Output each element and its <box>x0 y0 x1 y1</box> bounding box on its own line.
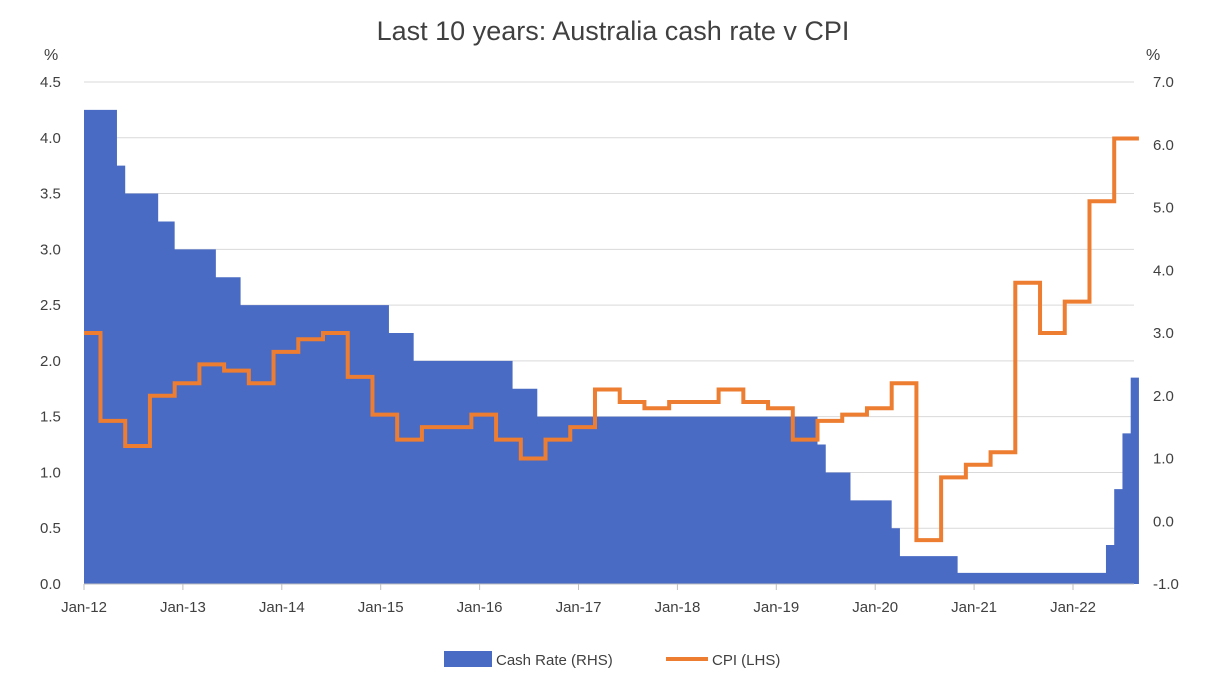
x-tick-label: Jan-13 <box>160 599 206 616</box>
legend-swatch-cash-rate <box>444 651 492 667</box>
left-axis-unit: % <box>44 47 58 64</box>
cash-rate-area <box>84 109 1139 584</box>
x-tick-label: Jan-20 <box>852 599 898 616</box>
x-tick-label: Jan-22 <box>1050 599 1096 616</box>
right-tick-label: 1.0 <box>1153 451 1174 468</box>
x-tick-label: Jan-12 <box>61 599 107 616</box>
legend-label-cpi: CPI (LHS) <box>712 652 780 669</box>
left-tick-label: 3.0 <box>40 241 61 258</box>
left-tick-label: 4.0 <box>40 130 61 147</box>
left-tick-label: 2.0 <box>40 353 61 370</box>
left-tick-label: 0.0 <box>40 576 61 593</box>
legend-label-cash-rate: Cash Rate (RHS) <box>496 652 613 669</box>
right-axis-unit: % <box>1146 47 1160 64</box>
x-tick-label: Jan-16 <box>457 599 503 616</box>
left-tick-label: 3.5 <box>40 186 61 203</box>
x-tick-label: Jan-17 <box>556 599 602 616</box>
x-tick-label: Jan-21 <box>951 599 997 616</box>
left-tick-label: 0.5 <box>40 520 61 537</box>
right-tick-label: 5.0 <box>1153 200 1174 217</box>
right-tick-label: 7.0 <box>1153 74 1174 91</box>
right-tick-label: 6.0 <box>1153 137 1174 154</box>
left-tick-label: 1.5 <box>40 409 61 426</box>
x-tick-label: Jan-14 <box>259 599 305 616</box>
x-tick-label: Jan-19 <box>753 599 799 616</box>
cpi-line <box>84 136 1139 543</box>
right-tick-label: 3.0 <box>1153 325 1174 342</box>
left-tick-label: 1.0 <box>40 464 61 481</box>
left-tick-label: 4.5 <box>40 74 61 91</box>
right-tick-label: 2.0 <box>1153 388 1174 405</box>
left-tick-label: 2.5 <box>40 297 61 314</box>
x-tick-label: Jan-15 <box>358 599 404 616</box>
right-tick-label: 4.0 <box>1153 262 1174 279</box>
right-tick-label: 0.0 <box>1153 513 1174 530</box>
x-tick-label: Jan-18 <box>654 599 700 616</box>
right-tick-label: -1.0 <box>1153 576 1179 593</box>
chart-title: Last 10 years: Australia cash rate v CPI <box>376 16 850 46</box>
